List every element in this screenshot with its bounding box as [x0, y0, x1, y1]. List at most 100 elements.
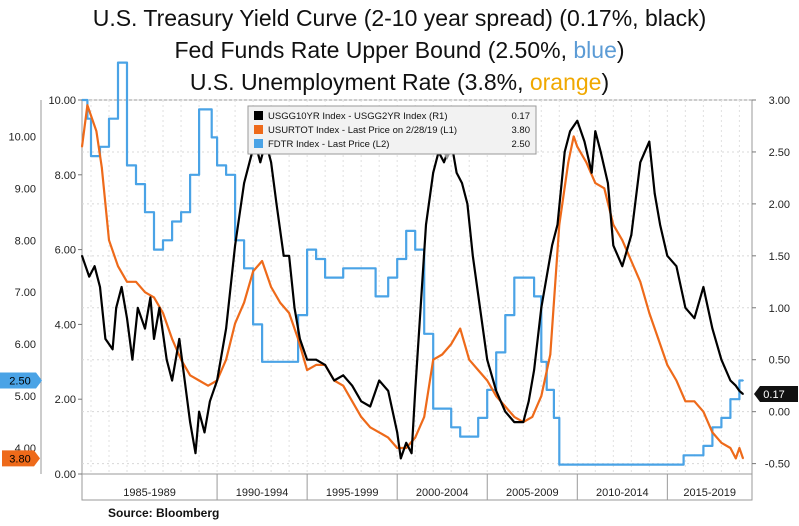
- data-point-unemployment: [207, 384, 210, 387]
- data-point-fedfunds: [486, 389, 489, 391]
- data-point-fedfunds: [243, 267, 246, 270]
- title-blue-word: blue: [573, 37, 617, 63]
- legend-box: [247, 105, 537, 155]
- data-point-unemployment: [378, 431, 381, 434]
- data-point-unemployment: [513, 416, 516, 418]
- data-point-spread: [666, 254, 669, 257]
- left-fedfunds-tick: 8.00: [55, 170, 76, 182]
- data-point-unemployment: [540, 395, 543, 397]
- legend-value: 3.80: [512, 125, 531, 136]
- data-point-fedfunds: [203, 108, 206, 111]
- data-point-fedfunds: [693, 454, 696, 457]
- data-point-spread: [556, 223, 559, 226]
- data-point-spread: [612, 244, 615, 247]
- title-line-1: U.S. Treasury Yield Curve (2-10 year spr…: [92, 5, 707, 31]
- legend-value: 0.17: [512, 111, 531, 122]
- data-point-unemployment: [531, 416, 534, 418]
- data-point-unemployment: [486, 379, 489, 382]
- data-point-spread: [410, 452, 413, 455]
- data-point-fedfunds: [504, 314, 507, 316]
- data-point-fedfunds: [432, 407, 435, 410]
- data-point-spread: [248, 161, 251, 164]
- data-point-spread: [136, 306, 139, 309]
- data-point-spread: [684, 306, 687, 309]
- data-point-spread: [545, 275, 548, 278]
- data-point-unemployment: [315, 364, 317, 366]
- data-point-unemployment: [198, 379, 201, 382]
- left-unemployment-tick: 9.00: [15, 183, 36, 195]
- data-point-unemployment: [639, 280, 642, 283]
- data-point-spread: [729, 379, 732, 382]
- data-point-fedfunds: [270, 360, 272, 363]
- data-point-fedfunds: [162, 239, 164, 242]
- data-point-spread: [194, 452, 197, 455]
- tag-unemployment-label: 3.80: [9, 453, 30, 465]
- left-fedfunds-tick: 2.00: [55, 394, 76, 406]
- title-line-2: Fed Funds Rate Upper Bound (2.50%, blue): [174, 37, 625, 63]
- series-line-fedfunds: [82, 61, 743, 466]
- data-point-spread: [513, 421, 516, 423]
- data-point-spread: [461, 182, 463, 185]
- data-point-spread: [405, 441, 408, 444]
- data-point-unemployment: [734, 457, 737, 460]
- data-point-spread: [639, 161, 642, 164]
- data-point-fedfunds: [729, 398, 732, 401]
- data-point-unemployment: [100, 166, 103, 169]
- data-point-fedfunds: [387, 276, 390, 279]
- data-point-fedfunds: [180, 211, 183, 214]
- data-point-spread: [378, 379, 381, 382]
- data-point-spread: [198, 410, 201, 413]
- data-point-unemployment: [342, 384, 345, 387]
- data-point-spread: [178, 338, 181, 340]
- data-point-spread: [183, 379, 186, 382]
- data-point-spread: [425, 223, 427, 226]
- title-line-3: U.S. Unemployment Rate (3.8%, orange): [189, 69, 610, 95]
- data-point-fedfunds: [210, 136, 213, 139]
- source-note: Source: Bloomberg: [108, 506, 220, 520]
- data-point-unemployment: [423, 416, 426, 418]
- data-point-unemployment: [144, 291, 146, 294]
- data-point-unemployment: [495, 395, 498, 397]
- data-point-spread: [527, 400, 530, 403]
- data-point-unemployment: [288, 312, 290, 314]
- right-spread-tick: 0.50: [769, 355, 790, 367]
- data-point-unemployment: [243, 301, 246, 304]
- data-point-unemployment: [261, 260, 263, 262]
- data-point-fedfunds: [261, 360, 263, 363]
- tag-unemployment-bg: [2, 450, 40, 467]
- data-point-unemployment: [270, 286, 272, 288]
- chart-titles: U.S. Treasury Yield Curve (2-10 year spr…: [0, 2, 799, 98]
- legend-swatch-unemployment: [254, 125, 263, 134]
- data-point-unemployment: [666, 364, 669, 366]
- data-point-spread: [99, 286, 101, 288]
- data-point-unemployment: [432, 358, 435, 361]
- data-point-fedfunds: [135, 183, 137, 186]
- data-point-spread: [189, 421, 192, 423]
- data-point-unemployment: [95, 130, 98, 133]
- data-point-fedfunds: [558, 463, 561, 466]
- data-point-spread: [396, 431, 399, 434]
- data-point-fedfunds: [682, 454, 685, 457]
- left-unemployment-tick: 6.00: [15, 339, 36, 351]
- data-point-spread: [734, 384, 737, 387]
- data-point-unemployment: [360, 416, 363, 418]
- right-spread-tick: 2.50: [769, 147, 790, 159]
- data-point-spread: [742, 393, 744, 395]
- legend-label: USURTOT Index - Last Price on 2/28/19 (L…: [268, 125, 457, 136]
- data-point-unemployment: [189, 374, 192, 377]
- data-point-spread: [522, 421, 525, 423]
- data-point-spread: [702, 286, 705, 288]
- data-point-unemployment: [648, 312, 651, 314]
- data-point-spread: [387, 390, 390, 392]
- data-point-spread: [648, 140, 651, 143]
- data-point-fedfunds: [378, 295, 381, 298]
- data-point-fedfunds: [306, 248, 308, 251]
- data-point-spread: [479, 306, 481, 309]
- data-point-spread: [225, 327, 228, 330]
- period-label: 2015-2019: [683, 487, 736, 499]
- data-point-fedfunds: [414, 248, 417, 251]
- data-point-unemployment: [675, 379, 678, 382]
- data-point-spread: [533, 369, 535, 371]
- data-point-unemployment: [90, 114, 92, 117]
- data-point-spread: [270, 161, 272, 164]
